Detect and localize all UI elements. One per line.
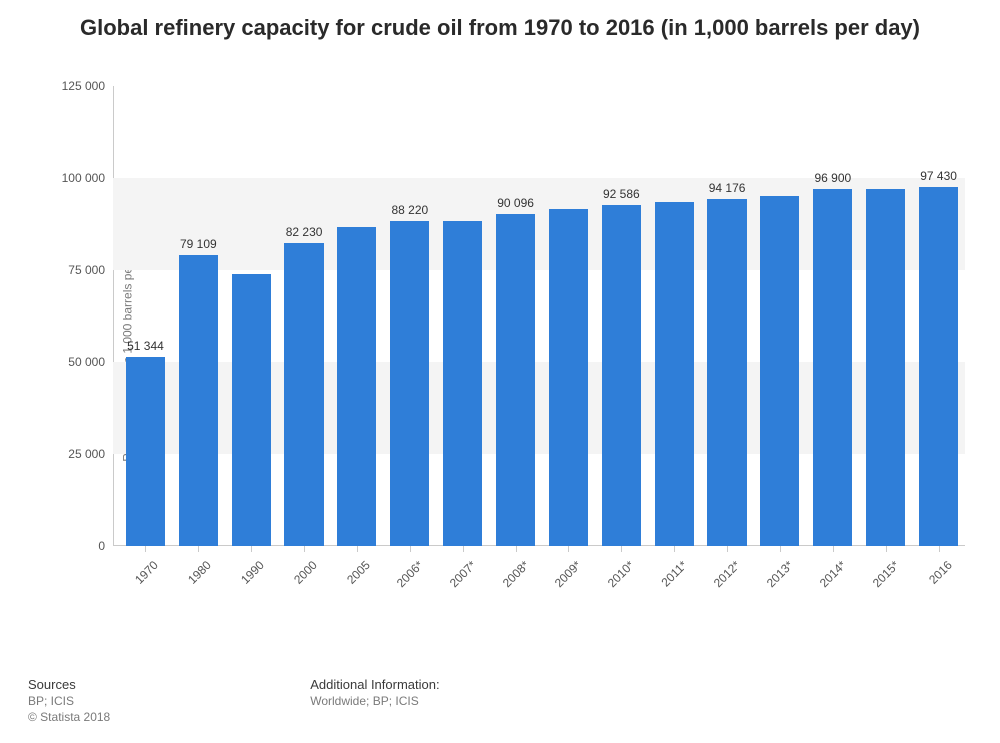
y-tick-label: 125 000 <box>62 79 113 93</box>
bar-value-label: 88 220 <box>391 203 428 217</box>
chart-bar <box>707 199 746 546</box>
bar-value-label: 94 176 <box>709 181 746 195</box>
bar-value-label: 51 344 <box>127 339 164 353</box>
x-tick <box>886 546 887 552</box>
chart-bar <box>549 209 588 546</box>
chart-footer: Sources BP; ICIS © Statista 2018 Additio… <box>28 677 972 725</box>
y-tick-label: 25 000 <box>68 447 113 461</box>
bar-value-label: 96 900 <box>814 171 851 185</box>
chart-bar <box>496 214 535 546</box>
x-tick-label: 2008* <box>493 558 531 596</box>
chart-bar <box>126 357 165 546</box>
x-tick-label: 2016 <box>916 558 954 596</box>
bar-value-label: 97 430 <box>920 169 957 183</box>
chart-bar <box>179 255 218 546</box>
x-tick <box>939 546 940 552</box>
chart-bar <box>866 189 905 546</box>
chart-bar <box>602 205 641 546</box>
chart-title: Global refinery capacity for crude oil f… <box>0 0 1000 48</box>
x-tick <box>674 546 675 552</box>
sources-line-2: © Statista 2018 <box>28 709 110 725</box>
x-tick-label: 2007* <box>440 558 478 596</box>
x-tick <box>304 546 305 552</box>
x-tick-label: 2015* <box>863 558 901 596</box>
x-tick <box>516 546 517 552</box>
x-tick-label: 2014* <box>811 558 849 596</box>
x-tick <box>727 546 728 552</box>
x-tick-label: 2010* <box>599 558 637 596</box>
x-tick <box>198 546 199 552</box>
bar-value-label: 82 230 <box>286 225 323 239</box>
y-tick-label: 50 000 <box>68 355 113 369</box>
x-tick <box>251 546 252 552</box>
additional-info-block: Additional Information: Worldwide; BP; I… <box>310 677 439 725</box>
additional-info-heading: Additional Information: <box>310 677 439 692</box>
x-tick-label: 2009* <box>546 558 584 596</box>
sources-heading: Sources <box>28 677 110 692</box>
x-tick <box>463 546 464 552</box>
sources-line-1: BP; ICIS <box>28 693 110 709</box>
chart-bar <box>919 187 958 546</box>
x-tick-label: 2012* <box>705 558 743 596</box>
chart-bar <box>760 196 799 546</box>
chart-bar <box>443 221 482 546</box>
x-tick <box>780 546 781 552</box>
chart-bar <box>232 274 271 546</box>
bar-value-label: 79 109 <box>180 237 217 251</box>
y-tick-label: 0 <box>98 539 113 553</box>
x-tick <box>410 546 411 552</box>
bar-value-label: 92 586 <box>603 187 640 201</box>
x-tick-label: 1990 <box>229 558 267 596</box>
sources-block: Sources BP; ICIS © Statista 2018 <box>28 677 110 725</box>
x-tick-label: 2000 <box>282 558 320 596</box>
plot-wrap: Refinery capacity in 1,000 barrels per d… <box>55 86 965 616</box>
chart-bar <box>337 227 376 546</box>
additional-info-line-1: Worldwide; BP; ICIS <box>310 693 439 709</box>
y-axis-line <box>113 86 114 546</box>
chart-bar <box>655 202 694 546</box>
chart-bar <box>390 221 429 546</box>
chart-bar <box>813 189 852 546</box>
x-tick <box>621 546 622 552</box>
x-tick <box>833 546 834 552</box>
x-tick-label: 2011* <box>652 558 690 596</box>
y-tick-label: 100 000 <box>62 171 113 185</box>
chart-bar <box>284 243 323 546</box>
x-tick-label: 2013* <box>758 558 796 596</box>
x-tick-label: 1980 <box>176 558 214 596</box>
y-tick-label: 75 000 <box>68 263 113 277</box>
x-tick <box>145 546 146 552</box>
plot-area: 025 00050 00075 000100 000125 00051 3441… <box>113 86 965 546</box>
x-tick <box>568 546 569 552</box>
bar-value-label: 90 096 <box>497 196 534 210</box>
x-tick-label: 2006* <box>388 558 426 596</box>
x-tick <box>357 546 358 552</box>
x-tick-label: 2005 <box>335 558 373 596</box>
x-tick-label: 1970 <box>123 558 161 596</box>
